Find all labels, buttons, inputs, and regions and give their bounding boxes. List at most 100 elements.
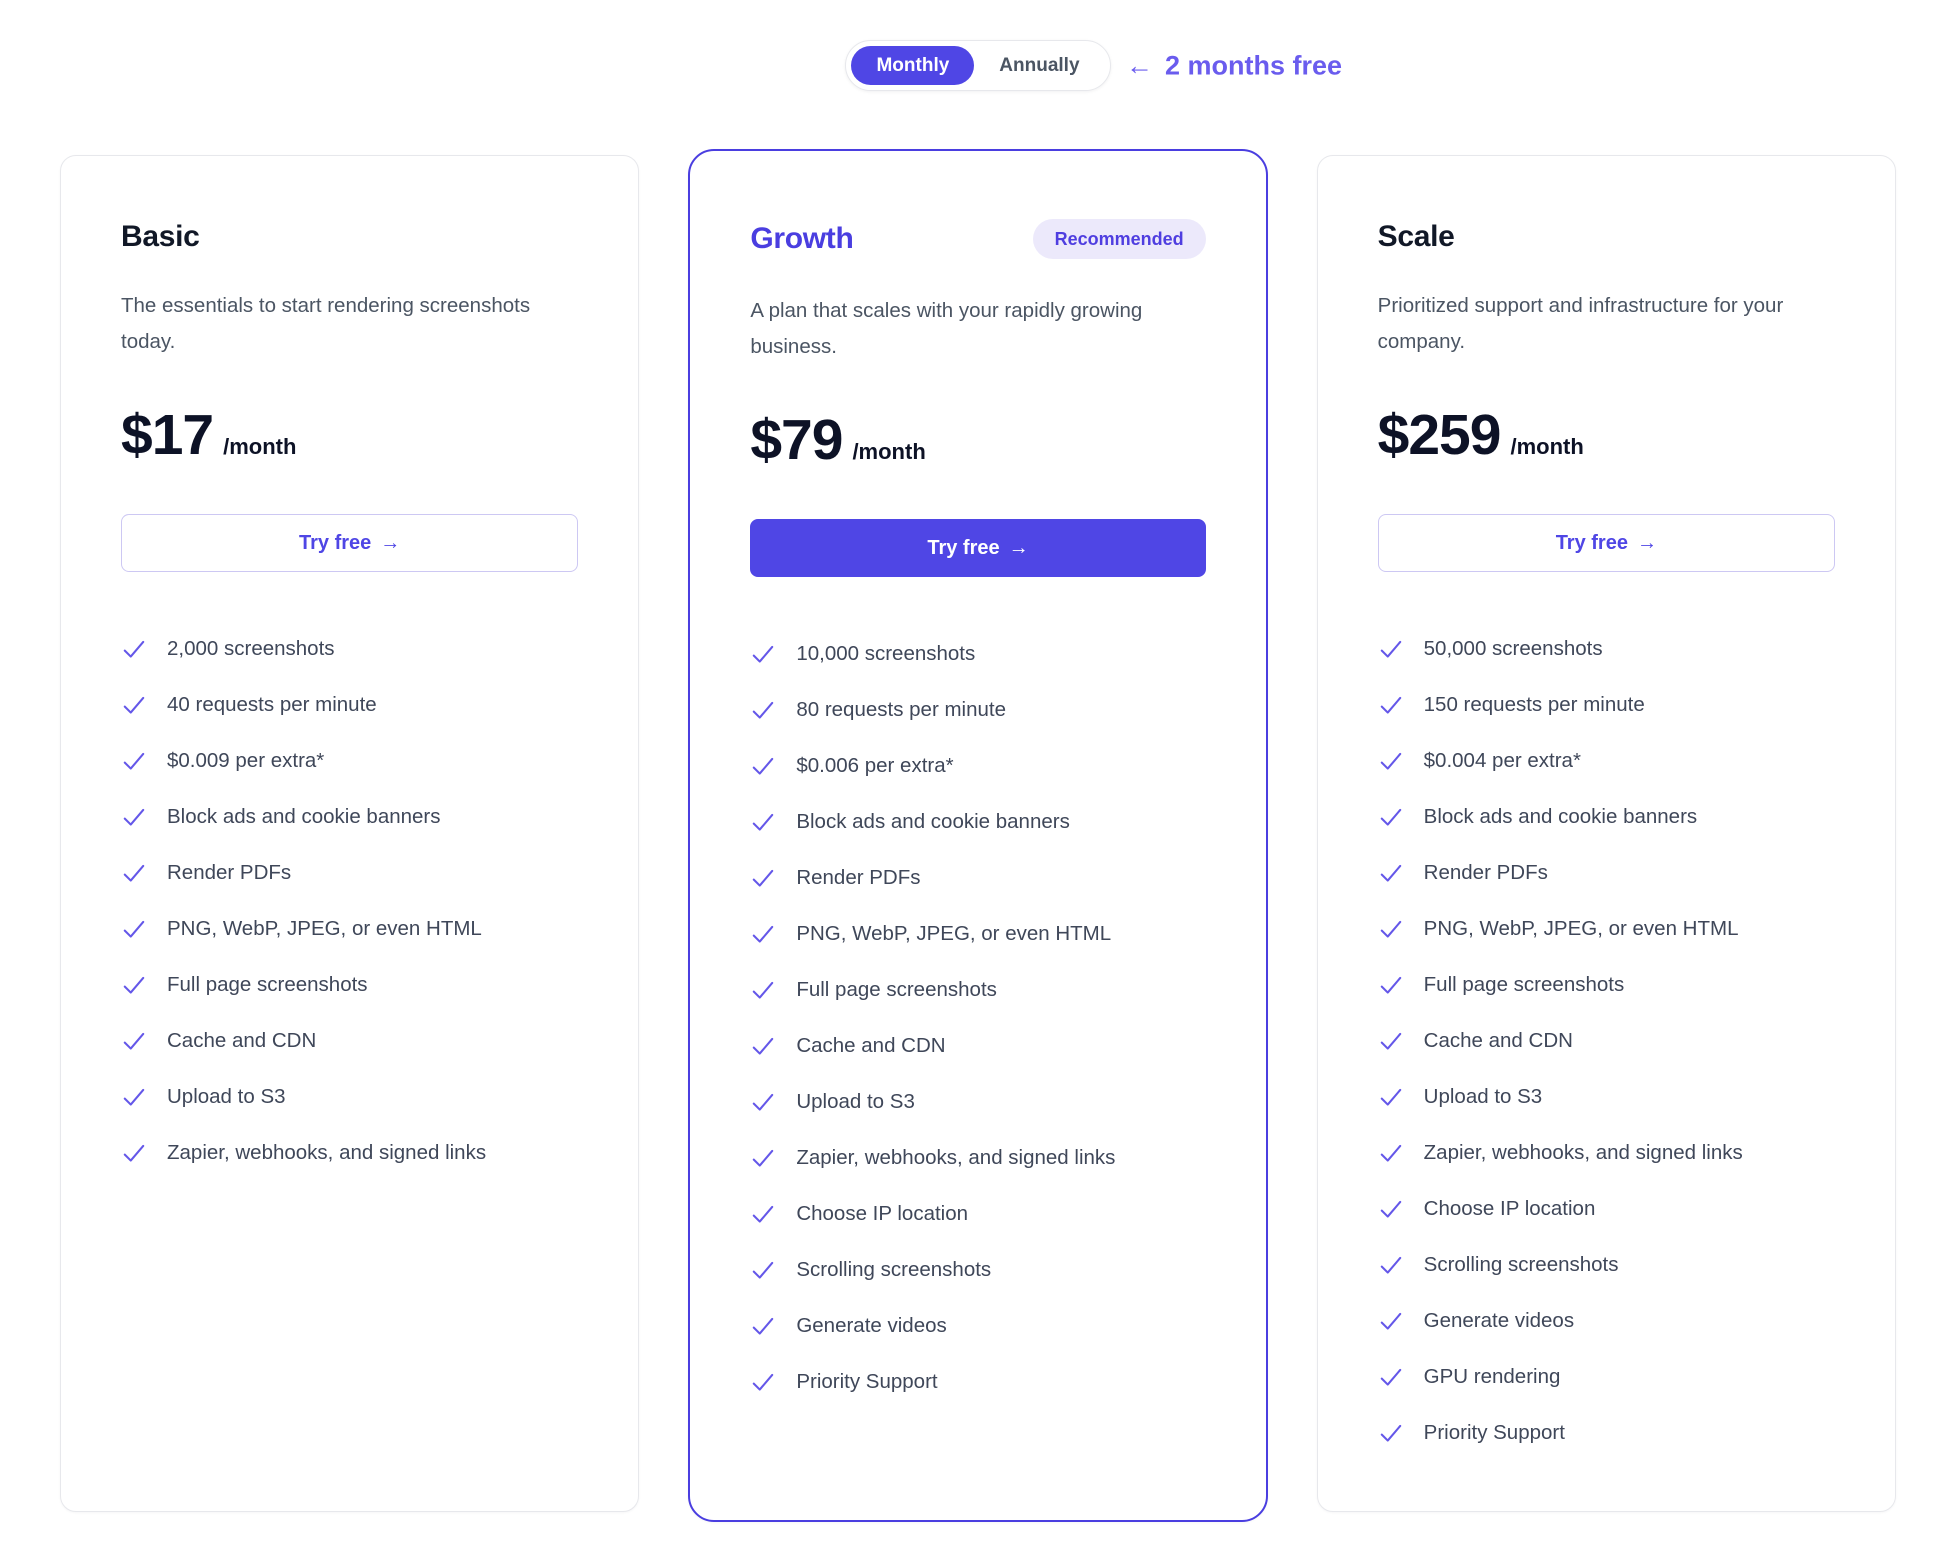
billing-toggle-row: Monthly Annually ← 2 months free: [0, 40, 1956, 91]
check-icon: [750, 697, 776, 723]
check-icon: [1378, 1196, 1404, 1222]
plan-card-growth: Growth Recommended A plan that scales wi…: [688, 149, 1268, 1522]
check-icon: [1378, 1308, 1404, 1334]
check-icon: [1378, 636, 1404, 662]
feature-label: Cache and CDN: [167, 1029, 317, 1053]
check-icon: [1378, 1084, 1404, 1110]
feature-row: Upload to S3: [750, 1089, 1205, 1116]
price-period: /month: [223, 433, 297, 459]
feature-label: Cache and CDN: [1423, 1029, 1573, 1053]
check-icon: [121, 1028, 147, 1054]
feature-row: Full page screenshots: [121, 972, 578, 999]
feature-row: Render PDFs: [750, 865, 1205, 892]
feature-label: 80 requests per minute: [796, 698, 1007, 722]
check-icon: [1378, 1420, 1404, 1446]
feature-row: 2,000 screenshots: [121, 636, 578, 663]
feature-label: Block ads and cookie banners: [796, 810, 1070, 834]
arrow-left-icon: ←: [1126, 50, 1153, 80]
feature-row: 10,000 screenshots: [750, 641, 1205, 668]
plan-card-header: Scale: [1378, 220, 1835, 254]
try-free-button-scale[interactable]: Try free →: [1377, 513, 1835, 572]
feature-row: $0.009 per extra*: [121, 748, 578, 775]
feature-label: 150 requests per minute: [1423, 693, 1645, 717]
feature-row: 50,000 screenshots: [1378, 636, 1835, 663]
feature-list: 2,000 screenshots 40 requests per minute…: [121, 636, 578, 1167]
feature-row: Priority Support: [1378, 1420, 1835, 1447]
feature-row: Generate videos: [1378, 1308, 1835, 1335]
feature-label: PNG, WebP, JPEG, or even HTML: [1423, 917, 1739, 941]
feature-label: Upload to S3: [1423, 1085, 1543, 1109]
check-icon: [1378, 972, 1404, 998]
feature-row: 80 requests per minute: [750, 697, 1205, 724]
feature-label: $0.006 per extra*: [796, 754, 954, 778]
feature-label: GPU rendering: [1423, 1365, 1561, 1389]
plan-name: Growth: [750, 222, 854, 255]
plan-card-header: Growth Recommended: [750, 219, 1206, 259]
feature-list: 50,000 screenshots 150 requests per minu…: [1378, 636, 1835, 1447]
check-icon: [750, 1089, 776, 1115]
feature-row: Cache and CDN: [750, 1033, 1205, 1060]
feature-label: Full page screenshots: [796, 978, 997, 1002]
feature-row: Cache and CDN: [121, 1028, 578, 1055]
feature-label: 10,000 screenshots: [796, 642, 976, 666]
feature-row: Generate videos: [750, 1313, 1205, 1340]
feature-label: Full page screenshots: [167, 973, 368, 997]
check-icon: [750, 977, 776, 1003]
check-icon: [121, 748, 147, 774]
monthly-toggle-button[interactable]: Monthly: [851, 46, 975, 85]
check-icon: [121, 972, 147, 998]
check-icon: [121, 692, 147, 718]
feature-label: 40 requests per minute: [167, 693, 377, 717]
check-icon: [750, 641, 776, 667]
feature-label: Zapier, webhooks, and signed links: [796, 1146, 1116, 1170]
feature-label: Scrolling screenshots: [1423, 1253, 1619, 1277]
check-icon: [750, 1145, 776, 1171]
check-icon: [750, 753, 776, 779]
feature-row: Scrolling screenshots: [750, 1257, 1205, 1284]
feature-label: Upload to S3: [167, 1085, 286, 1109]
try-free-button-basic[interactable]: Try free →: [121, 513, 579, 572]
feature-label: Render PDFs: [1423, 861, 1548, 885]
check-icon: [750, 809, 776, 835]
plan-name: Scale: [1377, 220, 1455, 253]
check-icon: [1378, 748, 1404, 774]
arrow-right-icon: →: [1636, 531, 1657, 554]
billing-toggle: Monthly Annually: [845, 40, 1111, 91]
feature-label: Block ads and cookie banners: [1423, 805, 1698, 829]
cta-label: Try free: [299, 531, 372, 554]
feature-label: Priority Support: [796, 1370, 938, 1394]
check-icon: [121, 1140, 147, 1166]
feature-label: Zapier, webhooks, and signed links: [167, 1141, 487, 1165]
feature-label: 50,000 screenshots: [1423, 637, 1603, 661]
check-icon: [121, 1084, 147, 1110]
check-icon: [1378, 916, 1404, 942]
price-amount: $259: [1377, 402, 1502, 467]
check-icon: [750, 1033, 776, 1059]
check-icon: [121, 636, 147, 662]
feature-row: PNG, WebP, JPEG, or even HTML: [750, 921, 1205, 948]
feature-label: 2,000 screenshots: [167, 637, 335, 661]
plan-price: $259 /month: [1378, 402, 1835, 468]
plan-card-basic: Basic The essentials to start rendering …: [60, 155, 640, 1512]
feature-list: 10,000 screenshots 80 requests per minut…: [750, 641, 1205, 1396]
feature-row: Upload to S3: [121, 1084, 578, 1111]
annually-toggle-button[interactable]: Annually: [974, 46, 1104, 85]
arrow-right-icon: →: [1008, 536, 1029, 559]
feature-label: Priority Support: [1423, 1421, 1565, 1445]
feature-row: Render PDFs: [1378, 860, 1835, 887]
feature-label: Cache and CDN: [796, 1034, 946, 1058]
feature-row: 150 requests per minute: [1378, 692, 1835, 719]
try-free-button-growth[interactable]: Try free →: [750, 518, 1206, 577]
feature-row: PNG, WebP, JPEG, or even HTML: [1378, 916, 1835, 943]
check-icon: [121, 916, 147, 942]
feature-label: Render PDFs: [796, 866, 921, 890]
check-icon: [750, 1369, 776, 1395]
feature-label: Full page screenshots: [1423, 973, 1625, 997]
feature-row: Block ads and cookie banners: [750, 809, 1205, 836]
check-icon: [121, 860, 147, 886]
feature-label: Render PDFs: [167, 861, 292, 885]
check-icon: [1378, 1364, 1404, 1390]
plan-cards: Basic The essentials to start rendering …: [60, 149, 1896, 1522]
cta-label: Try free: [927, 536, 1000, 559]
check-icon: [750, 865, 776, 891]
